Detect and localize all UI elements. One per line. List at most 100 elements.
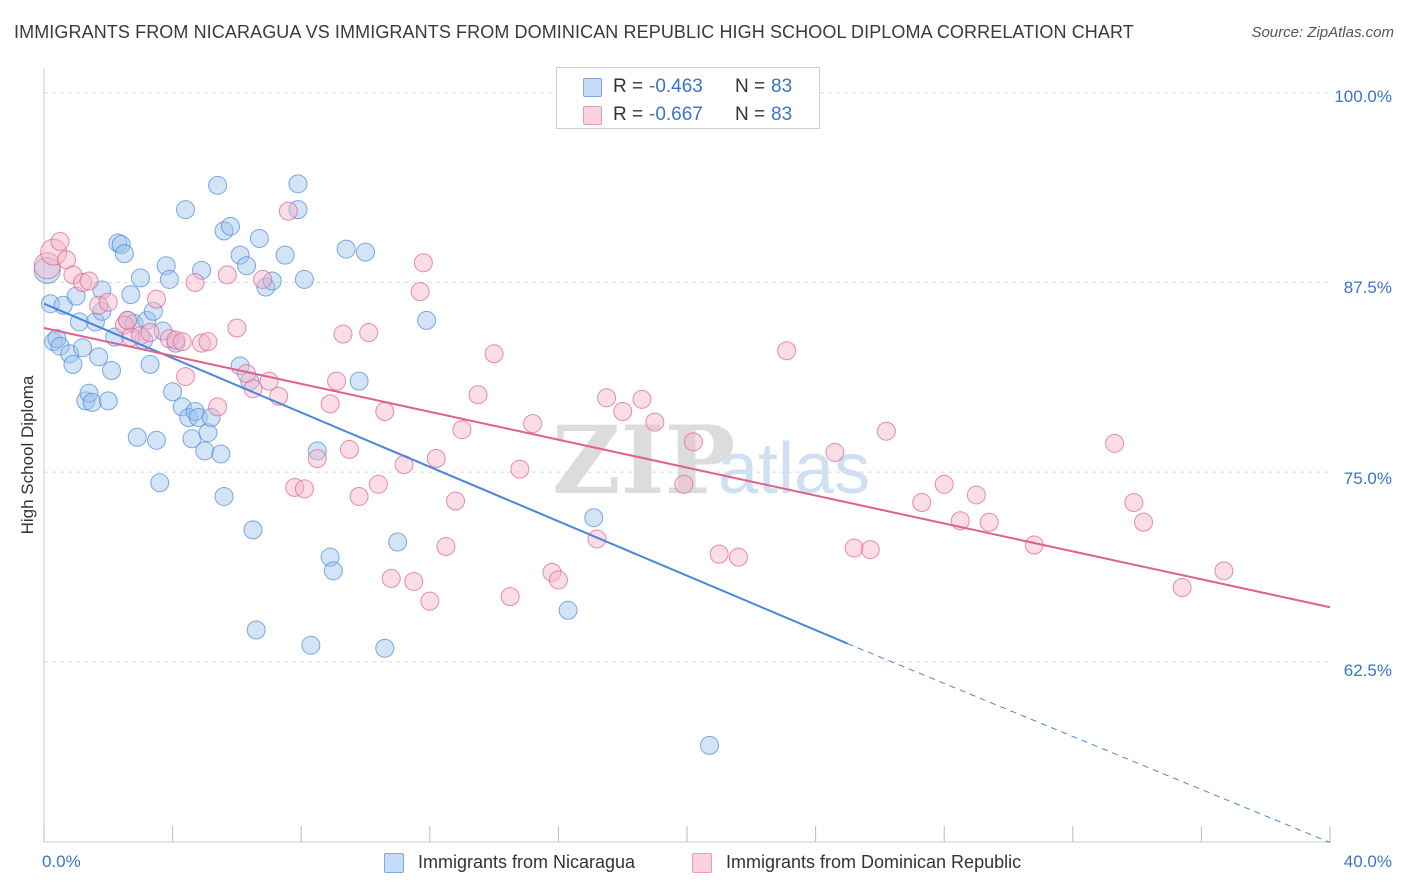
data-point bbox=[89, 347, 109, 367]
data-point bbox=[172, 397, 192, 417]
stats-n-value: 83 bbox=[771, 76, 793, 97]
data-point bbox=[172, 332, 192, 352]
data-point bbox=[76, 391, 96, 411]
data-point bbox=[323, 561, 343, 581]
data-point bbox=[349, 371, 369, 391]
data-point bbox=[645, 412, 665, 432]
data-point bbox=[446, 491, 466, 511]
chart-title: IMMIGRANTS FROM NICARAGUA VS IMMIGRANTS … bbox=[14, 22, 1134, 42]
stats-swatch-nicaragua bbox=[583, 78, 602, 97]
data-point bbox=[40, 238, 68, 266]
data-point bbox=[130, 268, 150, 288]
data-point bbox=[426, 449, 446, 469]
data-point bbox=[375, 401, 395, 421]
data-point bbox=[60, 344, 80, 364]
data-point bbox=[632, 389, 652, 409]
source-label: Source: ZipAtlas.com bbox=[1251, 24, 1394, 41]
data-point bbox=[1172, 578, 1192, 598]
data-point bbox=[404, 571, 424, 591]
data-point bbox=[912, 493, 932, 513]
stats-n-value: 83 bbox=[771, 104, 793, 125]
data-point bbox=[278, 201, 298, 221]
y-tick-label: 100.0% bbox=[1334, 87, 1392, 106]
data-point bbox=[163, 382, 183, 402]
data-point bbox=[92, 280, 112, 300]
data-point bbox=[127, 427, 147, 447]
data-point bbox=[979, 512, 999, 532]
data-point bbox=[777, 341, 797, 361]
data-point bbox=[333, 324, 353, 344]
data-point bbox=[336, 239, 356, 259]
data-point bbox=[417, 310, 437, 330]
data-point bbox=[934, 474, 954, 494]
trend-lines bbox=[43, 302, 1331, 843]
data-point bbox=[307, 449, 327, 469]
data-point bbox=[230, 245, 250, 265]
legend-label: Immigrants from Nicaragua bbox=[418, 852, 636, 872]
data-point bbox=[175, 367, 195, 387]
data-point bbox=[860, 540, 880, 560]
data-point bbox=[198, 423, 218, 443]
data-point bbox=[102, 360, 122, 380]
stats-r-label: R = bbox=[613, 104, 644, 125]
stats-r-value: -0.463 bbox=[649, 76, 703, 97]
data-point bbox=[73, 272, 93, 292]
data-point bbox=[150, 473, 170, 493]
data-point bbox=[47, 329, 67, 349]
watermark-atlas: atlas bbox=[718, 429, 870, 509]
data-point bbox=[410, 282, 430, 302]
legend: Immigrants from Nicaragua Immigrants fro… bbox=[0, 852, 1406, 878]
data-point bbox=[201, 408, 221, 428]
legend-swatch-dominican bbox=[692, 853, 712, 873]
data-point bbox=[320, 394, 340, 414]
data-point bbox=[468, 385, 488, 405]
data-point bbox=[147, 430, 167, 450]
data-point bbox=[50, 231, 70, 251]
y-tick-label: 75.0% bbox=[1343, 469, 1392, 488]
data-point bbox=[175, 200, 195, 220]
data-point bbox=[709, 544, 729, 564]
y-tick-label: 62.5% bbox=[1343, 661, 1392, 680]
data-point bbox=[253, 269, 273, 289]
stats-row-dominican: R = -0.667 N = 83 bbox=[557, 101, 819, 127]
data-point bbox=[237, 256, 257, 276]
data-point bbox=[436, 537, 456, 557]
data-point bbox=[262, 271, 282, 291]
data-point bbox=[140, 323, 160, 343]
data-point bbox=[198, 332, 218, 352]
data-point bbox=[288, 200, 308, 220]
data-point bbox=[359, 323, 379, 343]
stats-n-label: N = bbox=[735, 104, 766, 125]
data-point bbox=[587, 529, 607, 549]
data-point bbox=[159, 329, 179, 349]
stats-swatch-dominican bbox=[583, 106, 602, 125]
data-point bbox=[356, 242, 375, 262]
data-point bbox=[844, 538, 864, 558]
data-point bbox=[246, 620, 266, 640]
data-point bbox=[243, 520, 263, 540]
data-point bbox=[542, 562, 562, 582]
data-point bbox=[166, 330, 186, 350]
series-nicaragua bbox=[33, 174, 720, 755]
data-point bbox=[413, 253, 433, 273]
data-point bbox=[1214, 561, 1234, 581]
stats-r-label: R = bbox=[613, 76, 644, 97]
data-point bbox=[381, 568, 401, 588]
data-point bbox=[220, 216, 240, 236]
data-point bbox=[307, 441, 327, 461]
data-point bbox=[420, 591, 440, 611]
data-point bbox=[98, 391, 118, 411]
data-point bbox=[584, 508, 604, 528]
data-point bbox=[217, 265, 237, 285]
data-point bbox=[523, 414, 543, 434]
data-point bbox=[192, 333, 212, 353]
data-point bbox=[484, 344, 504, 364]
x-tick-label: 0.0% bbox=[42, 852, 81, 871]
data-point bbox=[63, 354, 83, 374]
data-point bbox=[700, 735, 720, 755]
data-point bbox=[118, 310, 138, 330]
data-point bbox=[159, 269, 179, 289]
data-point bbox=[510, 459, 530, 479]
stats-r-value: -0.667 bbox=[649, 104, 703, 125]
